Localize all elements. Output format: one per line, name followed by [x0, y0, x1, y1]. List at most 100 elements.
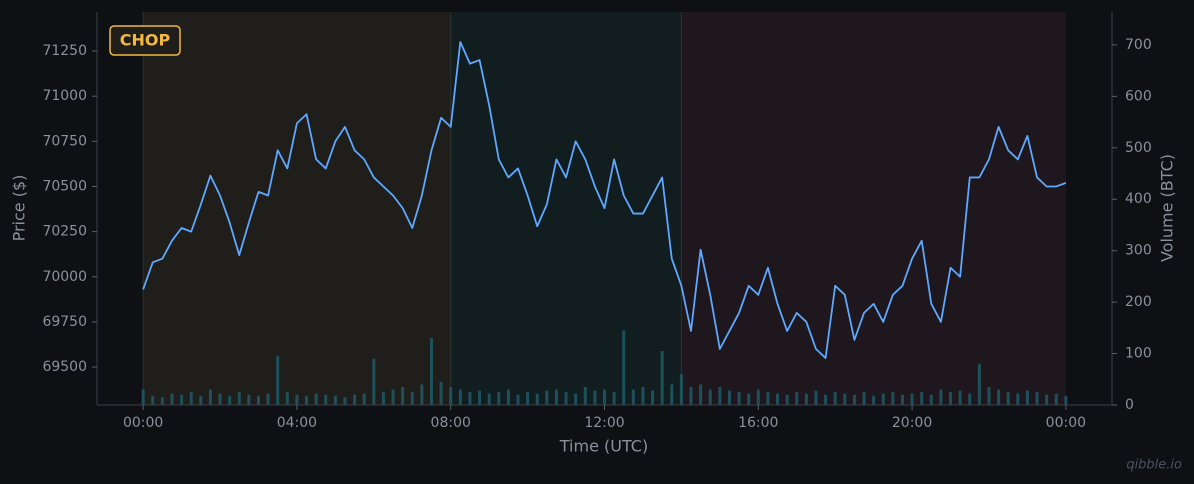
volume-bar	[237, 392, 241, 405]
volume-bar	[256, 395, 260, 405]
y2-tick-label: 500	[1125, 140, 1152, 156]
y-axis-title: Price ($)	[10, 175, 29, 242]
volume-bar	[276, 356, 280, 405]
x-tick-label: 00:00	[123, 415, 163, 431]
volume-bar	[381, 392, 385, 405]
volume-bar	[449, 386, 453, 405]
volume-bar	[295, 394, 299, 405]
volume-bar	[353, 394, 357, 405]
volume-bar	[574, 393, 578, 405]
volume-bar	[1025, 390, 1029, 405]
volume-bar	[747, 393, 751, 405]
volume-bar	[314, 393, 318, 405]
volume-bar	[852, 394, 856, 405]
volume-bar	[968, 393, 972, 405]
volume-bar	[900, 394, 904, 405]
badge	[109, 25, 181, 56]
volume-bars	[141, 330, 1068, 405]
x-tick-label: 00:00	[1046, 415, 1086, 431]
volume-bar	[949, 392, 953, 405]
x-tick-label: 16:00	[738, 415, 778, 431]
volume-bar	[564, 392, 568, 405]
volume-bar	[660, 350, 664, 405]
volume-bar	[285, 392, 289, 405]
volume-bar	[939, 389, 943, 405]
volume-bar	[804, 393, 808, 405]
x-tick-label: 12:00	[584, 415, 624, 431]
y-tick-label: 70250	[42, 224, 87, 240]
volume-bar	[977, 363, 981, 405]
volume-bar	[1054, 393, 1058, 405]
volume-bar	[429, 338, 433, 405]
volume-bar	[1006, 392, 1010, 405]
volume-bar	[891, 392, 895, 405]
volume-bar	[401, 386, 405, 405]
volume-bar	[708, 389, 712, 405]
volume-bar	[583, 386, 587, 405]
y-tick-label: 71000	[42, 88, 87, 104]
volume-bar	[718, 386, 722, 405]
volume-bar	[872, 395, 876, 405]
volume-bar	[151, 395, 155, 405]
volume-bar	[785, 394, 789, 405]
volume-bar	[622, 330, 626, 405]
volume-bar	[487, 393, 491, 405]
x-tick-label: 08:00	[431, 415, 471, 431]
volume-bar	[814, 390, 818, 405]
y2-tick-label: 600	[1125, 88, 1152, 104]
volume-bar	[670, 384, 674, 405]
volume-bar	[439, 381, 443, 405]
y2-tick-label: 300	[1125, 243, 1152, 259]
volume-bar	[651, 390, 655, 405]
y2-tick-label: 400	[1125, 191, 1152, 207]
volume-bar	[343, 397, 347, 405]
y2-tick-label: 0	[1125, 397, 1134, 413]
volume-bar	[881, 393, 885, 405]
volume-bar	[247, 394, 251, 405]
volume-bar	[333, 395, 337, 405]
x-tick-label: 20:00	[892, 415, 932, 431]
volume-bar	[987, 386, 991, 405]
volume-bar	[862, 392, 866, 405]
volume-bar	[727, 390, 731, 405]
volume-bar	[170, 393, 174, 405]
volume-bar	[641, 386, 645, 405]
volume-bar	[554, 389, 558, 405]
volume-bar	[526, 392, 530, 405]
volume-bar	[305, 395, 309, 405]
x-axis-title: Time (UTC)	[559, 437, 648, 456]
volume-bar	[997, 389, 1001, 405]
volume-bar	[410, 392, 414, 405]
volume-bar	[929, 394, 933, 405]
volume-bar	[458, 389, 462, 405]
volume-bar	[910, 393, 914, 405]
axes: 69500 69750 70000 70250 70500 70750 71000 71250…	[42, 12, 1152, 431]
volume-bar	[1064, 395, 1068, 405]
volume-bar	[756, 389, 760, 405]
x-tick-label: 04:00	[277, 415, 317, 431]
price-line	[142, 41, 1067, 359]
volume-bar	[516, 394, 520, 405]
volume-bar	[228, 395, 232, 405]
y-tick-label: 70000	[42, 269, 87, 285]
volume-bar	[218, 393, 222, 405]
volume-bar	[478, 390, 482, 405]
y-tick-label: 69500	[42, 359, 87, 375]
volume-bar	[776, 393, 780, 405]
volume-bar	[737, 392, 741, 405]
y2-axis-title: Volume (BTC)	[1158, 154, 1177, 262]
volume-bar	[833, 392, 837, 405]
volume-bar	[958, 390, 962, 405]
volume-bar	[545, 390, 549, 405]
volume-bar	[679, 374, 683, 405]
volume-bar	[1035, 392, 1039, 405]
volume-bar	[324, 394, 328, 405]
y2-tick-label: 700	[1125, 37, 1152, 53]
volume-bar	[1016, 393, 1020, 405]
volume-bar	[766, 392, 770, 405]
volume-bar	[1045, 394, 1049, 405]
badge-text: CHOP	[120, 31, 171, 50]
volume-bar	[843, 393, 847, 405]
volume-bar	[497, 392, 501, 405]
session-region	[143, 12, 451, 405]
